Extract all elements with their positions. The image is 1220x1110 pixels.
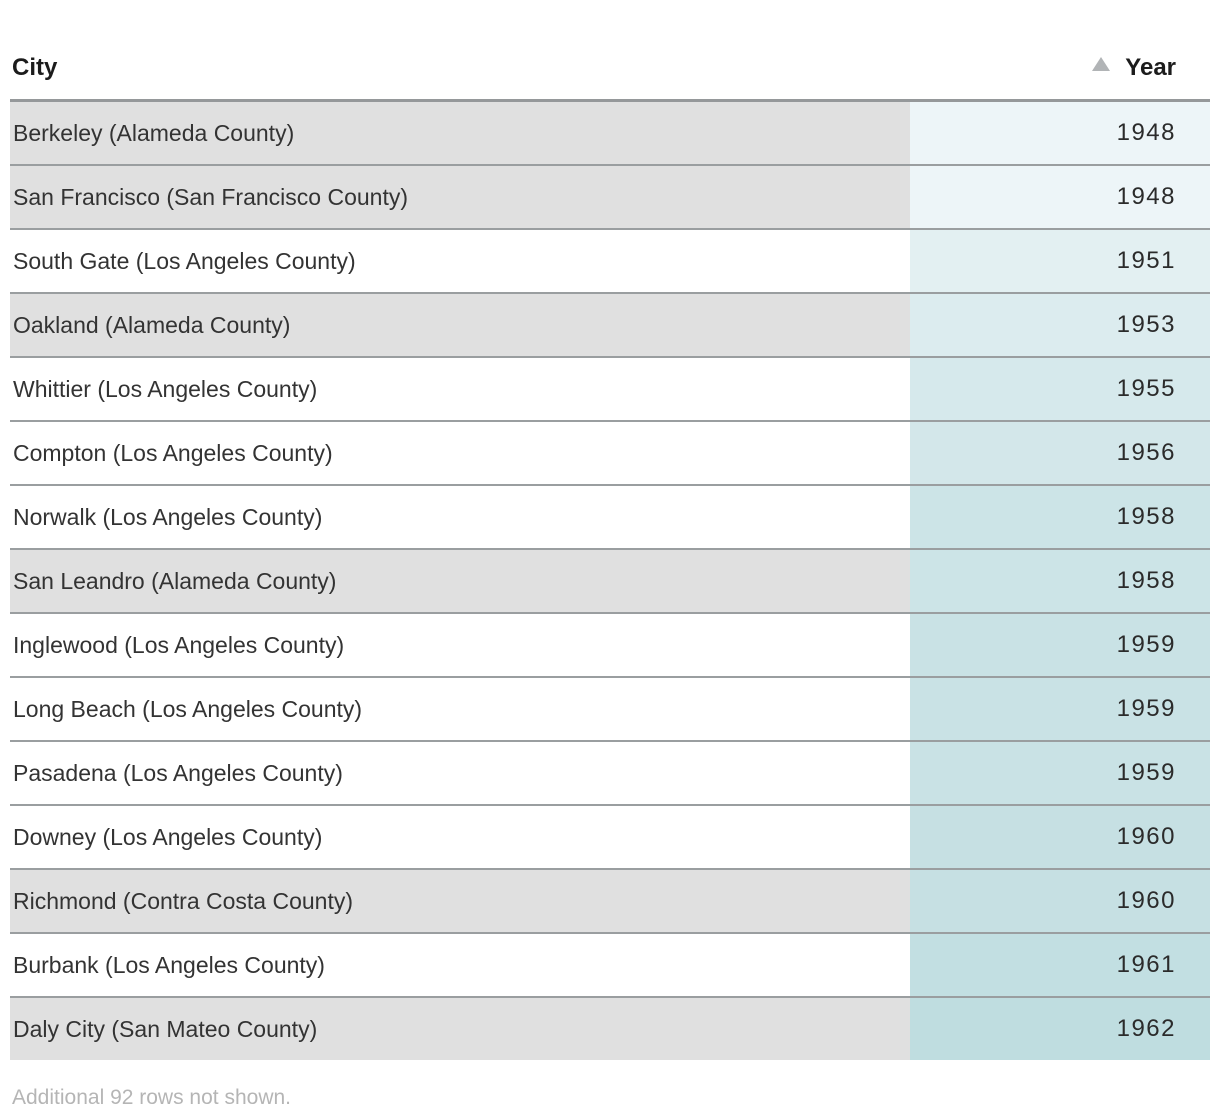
year-cell: 1953 <box>910 292 1210 357</box>
city-cell: Berkeley (Alameda County) <box>10 99 910 165</box>
table-row: Norwalk (Los Angeles County) 1958 <box>10 484 1210 549</box>
table-row: Richmond (Contra Costa County) 1960 <box>10 868 1210 933</box>
sort-ascending-icon <box>1092 57 1111 71</box>
city-cell: Richmond (Contra Costa County) <box>10 868 910 933</box>
year-cell: 1955 <box>910 356 1210 421</box>
city-cell: Norwalk (Los Angeles County) <box>10 484 910 549</box>
year-cell: 1960 <box>910 804 1210 869</box>
city-cell: South Gate (Los Angeles County) <box>10 228 910 293</box>
city-cell: San Francisco (San Francisco County) <box>10 164 910 229</box>
column-header-year-label: Year <box>1125 54 1176 81</box>
year-cell: 1961 <box>910 932 1210 997</box>
city-cell: Oakland (Alameda County) <box>10 292 910 357</box>
year-cell: 1958 <box>910 484 1210 549</box>
city-cell: Daly City (San Mateo County) <box>10 996 910 1060</box>
city-cell: Whittier (Los Angeles County) <box>10 356 910 421</box>
table-row: Berkeley (Alameda County) 1948 <box>10 99 1210 165</box>
year-cell: 1962 <box>910 996 1210 1060</box>
header-row: City Year <box>10 0 1210 102</box>
year-cell: 1948 <box>910 164 1210 229</box>
city-cell: Compton (Los Angeles County) <box>10 420 910 485</box>
footer-note: Additional 92 rows not shown. <box>12 1086 291 1109</box>
year-cell: 1959 <box>910 676 1210 741</box>
table-row: Pasadena (Los Angeles County) 1959 <box>10 740 1210 805</box>
table-row: Oakland (Alameda County) 1953 <box>10 292 1210 357</box>
table-row: Daly City (San Mateo County) 1962 <box>10 996 1210 1060</box>
year-cell: 1951 <box>910 228 1210 293</box>
table-row: Downey (Los Angeles County) 1960 <box>10 804 1210 869</box>
city-cell: Downey (Los Angeles County) <box>10 804 910 869</box>
city-cell: Inglewood (Los Angeles County) <box>10 612 910 677</box>
table-row: Compton (Los Angeles County) 1956 <box>10 420 1210 485</box>
year-cell: 1956 <box>910 420 1210 485</box>
city-cell: Burbank (Los Angeles County) <box>10 932 910 997</box>
table-row: San Leandro (Alameda County) 1958 <box>10 548 1210 613</box>
city-cell: San Leandro (Alameda County) <box>10 548 910 613</box>
city-cell: Long Beach (Los Angeles County) <box>10 676 910 741</box>
table-row: Inglewood (Los Angeles County) 1959 <box>10 612 1210 677</box>
year-cell: 1960 <box>910 868 1210 933</box>
table-row: Whittier (Los Angeles County) 1955 <box>10 356 1210 421</box>
column-header-year[interactable]: Year <box>910 0 1210 102</box>
city-cell: Pasadena (Los Angeles County) <box>10 740 910 805</box>
year-cell: 1948 <box>910 99 1210 165</box>
data-table: City Year Berkeley (Alameda County) 1948… <box>10 0 1210 1060</box>
table-row: South Gate (Los Angeles County) 1951 <box>10 228 1210 293</box>
year-cell: 1959 <box>910 612 1210 677</box>
year-cell: 1958 <box>910 548 1210 613</box>
table-row: Burbank (Los Angeles County) 1961 <box>10 932 1210 997</box>
year-cell: 1959 <box>910 740 1210 805</box>
table-row: Long Beach (Los Angeles County) 1959 <box>10 676 1210 741</box>
column-header-city[interactable]: City <box>10 0 910 102</box>
table-row: San Francisco (San Francisco County) 194… <box>10 164 1210 229</box>
